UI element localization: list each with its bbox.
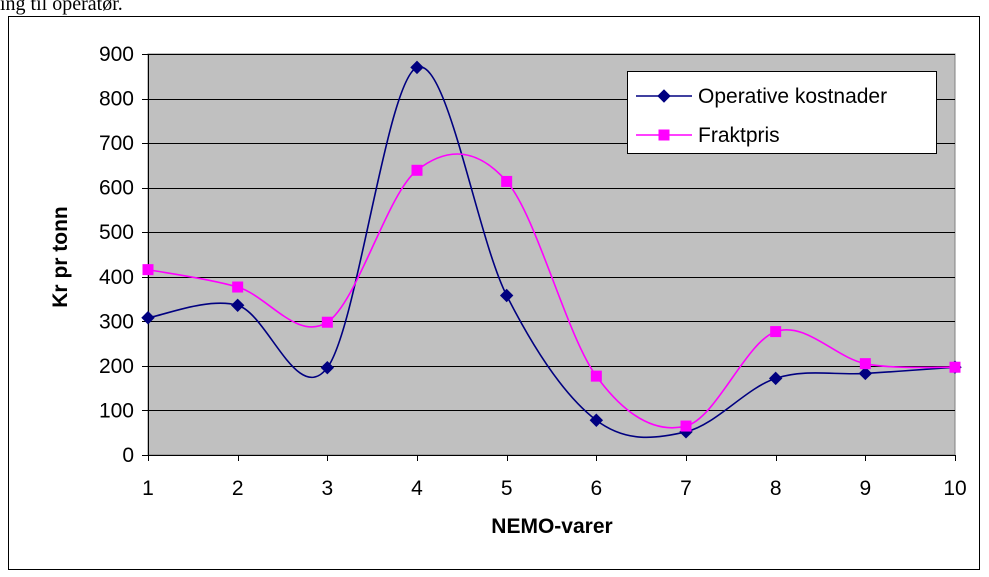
x-tick-label: 7 [680,477,692,500]
caption-text: ing til operatør. [0,0,123,15]
y-tick-label: 400 [99,266,134,289]
x-tick-label: 9 [859,477,871,500]
y-tick-label: 300 [99,310,134,333]
data-point [589,413,604,427]
data-point [501,175,513,187]
y-tick-label: 200 [99,355,134,378]
data-point [320,360,335,375]
data-point [142,264,154,276]
data-point [858,366,873,381]
y-tick-labels: 0 100 200 300 400 500 600 700 800 900 [99,43,134,467]
legend-label: Fraktpris [698,124,780,147]
data-point [590,370,602,382]
legend-marker [658,129,670,141]
legend-label: Operative kostnader [698,85,887,108]
data-point [411,164,423,176]
x-axis-title: NEMO-varer [491,515,612,538]
legend-marker [657,89,671,103]
y-tick-label: 100 [99,399,134,422]
series-square [142,153,961,432]
y-tick-label: 700 [99,132,134,155]
y-tick-label: 0 [122,444,134,467]
x-tick-label: 10 [943,477,966,500]
data-point [321,316,333,328]
data-point [768,371,783,386]
series-layer [141,60,962,439]
y-axis-title: Kr pr tonn [49,206,72,307]
data-point [770,326,782,338]
data-point [949,361,961,373]
y-tick-label: 800 [99,88,134,111]
legend: Operative kostnader Fraktpris [627,71,937,154]
gridlines [142,54,956,461]
data-point [230,298,245,313]
x-tick-label: 8 [770,477,782,500]
y-tick-label: 600 [99,177,134,200]
x-tick-label: 1 [142,477,154,500]
data-point [141,311,155,325]
data-point [232,281,244,293]
y-tick-label: 900 [99,43,134,66]
data-point [859,358,871,370]
x-tick-labels: 1 2 3 4 5 6 7 8 9 10 [142,477,967,500]
legend-box [627,71,937,154]
x-tick-label: 6 [590,477,602,500]
series-diamond [141,60,962,439]
series-line [147,153,956,429]
x-tick-label: 3 [321,477,333,500]
series-line [147,66,956,439]
y-tick-label: 500 [99,221,134,244]
data-point [410,60,424,75]
data-point [499,288,514,303]
x-tick-label: 5 [501,477,513,500]
x-tick-label: 4 [411,477,423,500]
data-point [680,420,692,432]
x-tick-label: 2 [232,477,244,500]
